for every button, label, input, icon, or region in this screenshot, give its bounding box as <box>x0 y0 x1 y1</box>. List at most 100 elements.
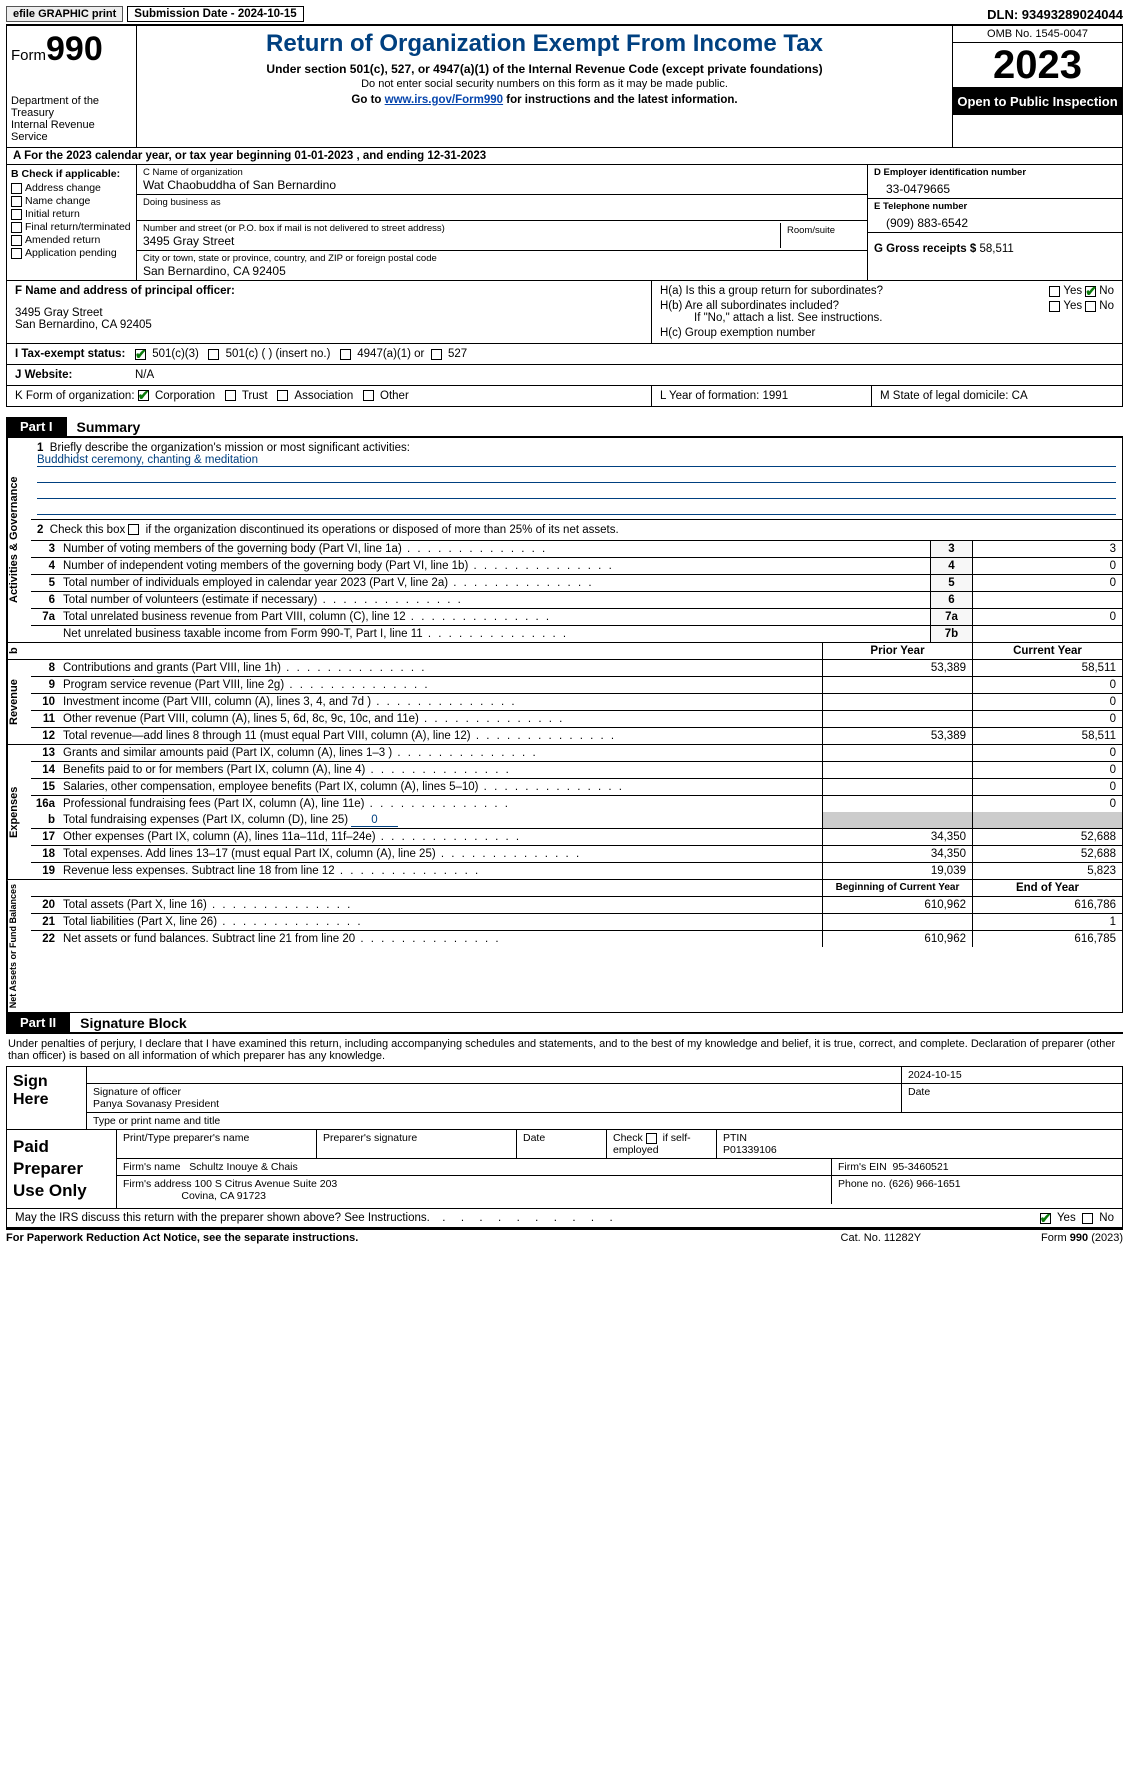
discuss-question: May the IRS discuss this return with the… <box>15 1212 430 1224</box>
ptin-value: P01339106 <box>723 1144 777 1156</box>
chk-527[interactable] <box>431 349 442 360</box>
line-3: 3 Number of voting members of the govern… <box>31 541 1122 558</box>
chk-discontinued[interactable] <box>128 524 139 535</box>
chk-501c[interactable] <box>208 349 219 360</box>
part-2-tag: Part II <box>6 1013 70 1032</box>
efile-print-button[interactable]: efile GRAPHIC print <box>6 6 123 22</box>
part-2-title: Signature Block <box>80 1015 187 1031</box>
discuss-yes-label: Yes <box>1057 1212 1076 1224</box>
box-m: M State of legal domicile: CA <box>872 386 1122 406</box>
line-16b-prior <box>822 812 972 828</box>
officer-label: F Name and address of principal officer: <box>15 285 643 297</box>
line-12: 12 Total revenue—add lines 8 through 11 … <box>31 728 1122 744</box>
discuss-no-checkbox[interactable] <box>1082 1213 1093 1224</box>
hc-label: H(c) Group exemption number <box>660 327 1114 339</box>
chk-trust[interactable] <box>225 390 236 401</box>
sign-here-block: Sign Here 2024-10-15 Signature of office… <box>6 1067 1123 1130</box>
mission-text: Buddhidst ceremony, chanting & meditatio… <box>37 454 1116 467</box>
chk-address-change[interactable]: Address change <box>11 182 132 194</box>
chk-application-pending[interactable]: Application pending <box>11 247 132 259</box>
form-number: 990 <box>46 30 103 68</box>
col-current-year: Current Year <box>972 643 1122 659</box>
omb-number: OMB No. 1545-0047 <box>953 26 1122 43</box>
vtab-expenses: Expenses <box>7 745 31 879</box>
tax-exempt-status-row: I Tax-exempt status: 501(c)(3) 501(c) ( … <box>6 344 1123 365</box>
mission-line-2 <box>37 467 1116 483</box>
submission date: Submission Date - 2024-10-15 <box>127 6 303 22</box>
section-revenue: Revenue 8 Contributions and grants (Part… <box>6 660 1123 745</box>
firm-addr2: Covina, CA 91723 <box>181 1190 266 1202</box>
top-bar: efile GRAPHIC print Submission Date - 20… <box>6 6 1123 26</box>
box-h: H(a) Is this a group return for subordin… <box>652 281 1122 343</box>
sig-officer-label: Signature of officer <box>93 1086 181 1098</box>
chk-corporation[interactable] <box>138 390 149 401</box>
gross-receipts-value: 58,511 <box>979 243 1013 255</box>
street-value: 3495 Gray Street <box>143 234 780 248</box>
lbl-other: Other <box>380 390 409 402</box>
irs-label: Internal Revenue Service <box>11 119 132 143</box>
form-subtitle-2: Do not enter social security numbers on … <box>143 78 946 90</box>
lbl-501c: 501(c) ( ) (insert no.) <box>226 348 331 360</box>
self-employed-cell: Check if self-employed <box>607 1130 717 1158</box>
street-label: Number and street (or P.O. box if mail i… <box>143 223 780 234</box>
hb-yes-label: Yes <box>1063 300 1082 312</box>
col-end-year: End of Year <box>972 880 1122 896</box>
chk-self-employed[interactable] <box>646 1133 657 1144</box>
chk-amended-return[interactable]: Amended return <box>11 234 132 246</box>
preparer-sig-label: Preparer's signature <box>317 1130 517 1158</box>
k-l-m-row: K Form of organization: Corporation Trus… <box>6 386 1123 407</box>
col-prior-year: Prior Year <box>822 643 972 659</box>
line-8: 8 Contributions and grants (Part VIII, l… <box>31 660 1122 677</box>
chk-association[interactable] <box>277 390 288 401</box>
ein-value: 33-0479665 <box>874 178 1116 196</box>
hb-yes-checkbox[interactable] <box>1049 301 1060 312</box>
section-expenses: Expenses 13 Grants and similar amounts p… <box>6 745 1123 880</box>
hb-no-checkbox[interactable] <box>1085 301 1096 312</box>
ha-yes-checkbox[interactable] <box>1049 286 1060 297</box>
dept-treasury: Department of the Treasury <box>11 95 132 119</box>
line-9: 9 Program service revenue (Part VIII, li… <box>31 677 1122 694</box>
part-2-header: Part II Signature Block <box>6 1013 1123 1032</box>
ha-yes-label: Yes <box>1063 285 1082 297</box>
tax-year: 2023 <box>953 43 1122 88</box>
section-activities-governance: Activities & Governance 1 Briefly descri… <box>6 438 1123 643</box>
discuss-row: May the IRS discuss this return with the… <box>6 1209 1123 1228</box>
hb-label: H(b) Are all subordinates included? <box>660 300 839 312</box>
line-10: 10 Investment income (Part VIII, column … <box>31 694 1122 711</box>
lbl-4947: 4947(a)(1) or <box>357 348 424 360</box>
irs-link[interactable]: www.irs.gov/Form990 <box>385 94 503 106</box>
box-b: B Check if applicable: Address change Na… <box>7 165 137 280</box>
ha-no-checkbox[interactable] <box>1085 286 1096 297</box>
box-b-head: B Check if applicable: <box>11 168 132 180</box>
gross-receipts-label: G Gross receipts $ <box>874 243 976 255</box>
line-22: 22 Net assets or fund balances. Subtract… <box>31 931 1122 947</box>
chk-4947[interactable] <box>340 349 351 360</box>
vtab-net-assets: Net Assets or Fund Balances <box>7 880 31 1012</box>
line-6: 6 Total number of volunteers (estimate i… <box>31 592 1122 609</box>
city-value: San Bernardino, CA 92405 <box>143 264 861 278</box>
line-17: 17 Other expenses (Part IX, column (A), … <box>31 829 1122 846</box>
website-label: J Website: <box>15 369 135 381</box>
chk-other[interactable] <box>363 390 374 401</box>
ha-no-label: No <box>1099 285 1114 297</box>
firm-ein: 95-3460521 <box>893 1161 949 1173</box>
part-1-tag: Part I <box>6 417 67 436</box>
dln-label: DLN: 93493289024044 <box>987 7 1123 22</box>
firm-addr1: 100 S Citrus Avenue Suite 203 <box>194 1178 337 1190</box>
chk-initial-return[interactable]: Initial return <box>11 208 132 220</box>
ptin-label: PTIN <box>723 1132 747 1144</box>
section-f-h: F Name and address of principal officer:… <box>6 281 1123 344</box>
chk-final-return[interactable]: Final return/terminated <box>11 221 132 233</box>
lbl-501c3: 501(c)(3) <box>152 348 199 360</box>
korg-label: K Form of organization: <box>15 390 135 402</box>
chk-name-change[interactable]: Name change <box>11 195 132 207</box>
line-21: 21 Total liabilities (Part X, line 26) 1 <box>31 914 1122 931</box>
box-f: F Name and address of principal officer:… <box>7 281 652 343</box>
preparer-name-label: Print/Type preparer's name <box>117 1130 317 1158</box>
line-16b: Total fundraising expenses (Part IX, col… <box>59 812 822 828</box>
chk-501c3[interactable] <box>135 349 146 360</box>
line-16a: 16a Professional fundraising fees (Part … <box>31 796 1122 812</box>
discuss-yes-checkbox[interactable] <box>1040 1213 1051 1224</box>
page-footer: For Paperwork Reduction Act Notice, see … <box>6 1228 1123 1244</box>
line-19: 19 Revenue less expenses. Subtract line … <box>31 863 1122 879</box>
